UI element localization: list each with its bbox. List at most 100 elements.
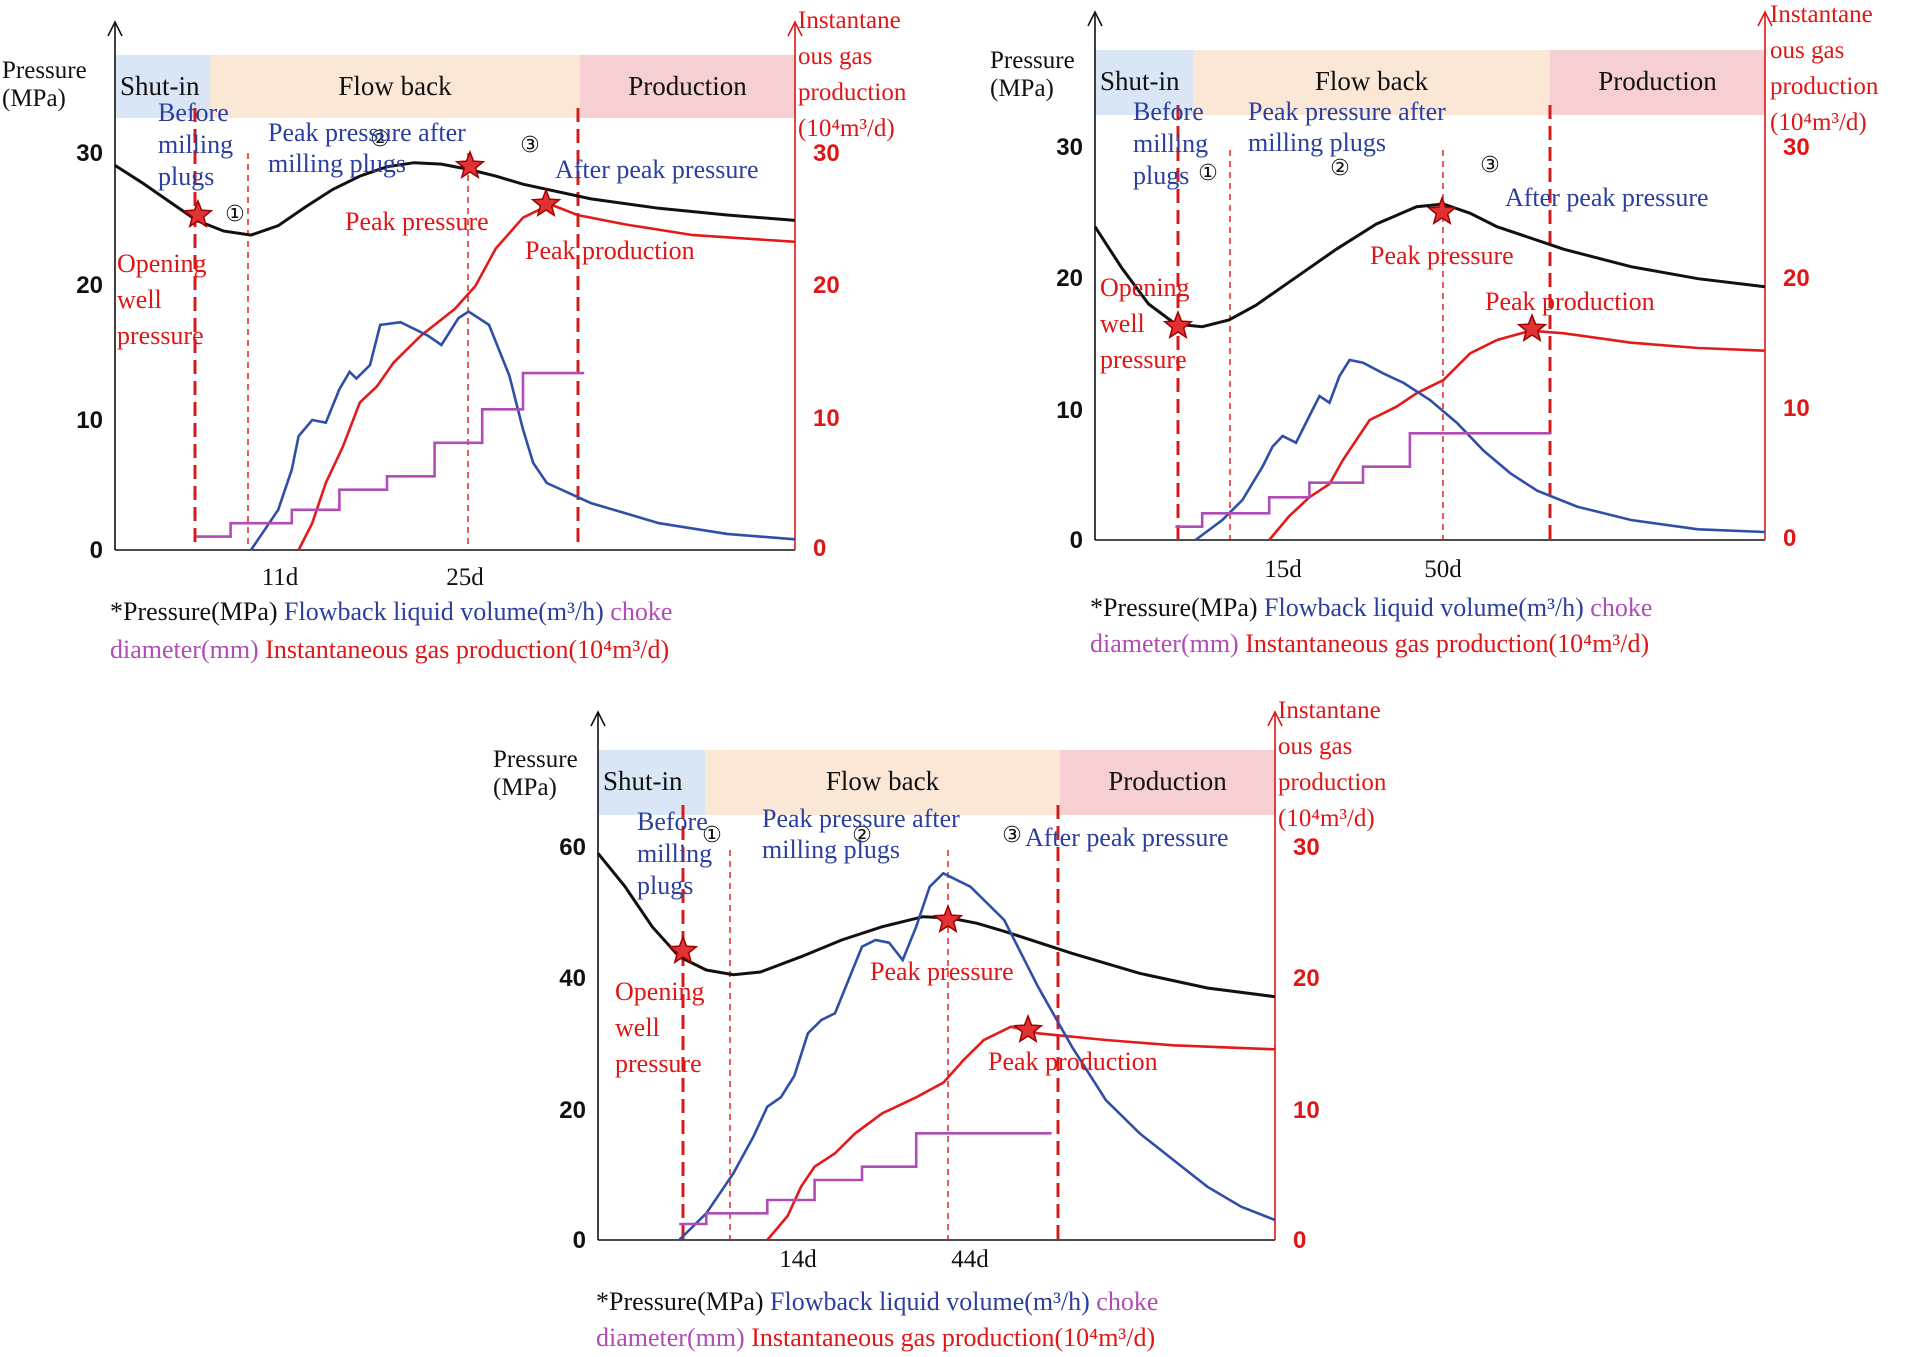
stage-number-0: ① [702, 823, 722, 848]
panel-2: Shut-in Flow back Production 0 10 20 30 0 10 20 30… [990, 1, 1879, 658]
right-tick-2: 20 [1783, 265, 1810, 292]
legend-part-1: Flowback liquid volume(m³/h) [278, 597, 604, 626]
left-axis-title-line-0: Pressure [990, 47, 1075, 74]
phase-label-0: Shut-in [1100, 66, 1180, 96]
right-axis-title-line-1: ous gas [1278, 733, 1352, 760]
legend-part-0: *Pressure(MPa) [596, 1287, 764, 1316]
opening-pressure-label-line-1: well [117, 285, 162, 314]
right-axis-title-line-0: Instantane [1278, 697, 1381, 724]
left-tick-1: 10 [1056, 397, 1083, 424]
stage-label-2-line-0: After peak pressure [555, 155, 759, 184]
stage-label-1-line-1: milling plugs [268, 149, 406, 178]
peak-pressure-star [1426, 195, 1458, 225]
peak-pressure-label-line-0: Peak pressure [1370, 241, 1514, 270]
x-tick-1: 25d [446, 564, 484, 591]
legend-part-0: *Pressure(MPa) [110, 597, 278, 626]
stage-label-1-line-0: Peak pressure after [1248, 97, 1446, 126]
phase-band-1 [1193, 50, 1550, 115]
left-tick-2: 20 [1056, 265, 1083, 292]
legend-part-3: diameter(mm) [596, 1323, 745, 1352]
right-axis-title-line-3: (10⁴m³/d) [798, 115, 895, 142]
stage-label-2-line-0: After peak pressure [1505, 183, 1709, 212]
legend-line-1: *Pressure(MPa) Flowback liquid volume(m³… [1090, 593, 1652, 622]
phase-band-0 [115, 55, 210, 118]
phase-label-1: Flow back [1315, 66, 1429, 96]
right-axis-title-line-2: production [1770, 73, 1879, 100]
legend-line-1: *Pressure(MPa) Flowback liquid volume(m³… [110, 597, 672, 626]
left-axis-title-line-0: Pressure [493, 746, 578, 773]
legend-part-4: Instantaneous gas production(10⁴m³/d) [259, 635, 669, 664]
right-tick-0: 0 [813, 535, 826, 562]
stage-label-0-line-2: plugs [1133, 161, 1189, 190]
opening-star [1162, 309, 1194, 339]
phase-label-1: Flow back [826, 766, 940, 796]
stage-label-1-line-0: Peak pressure after [762, 804, 960, 833]
opening-pressure-label-line-0: Opening [1100, 273, 1190, 302]
right-tick-0: 0 [1293, 1227, 1306, 1254]
right-tick-2: 20 [1293, 965, 1320, 992]
stage-label-1-line-0: Peak pressure after [268, 118, 466, 147]
x-tick-1: 50d [1424, 556, 1462, 583]
right-axis-title-line-2: production [1278, 769, 1387, 796]
peak-production-star [530, 187, 562, 217]
panel-3: Shut-in Flow back Production 0 20 40 60 0 10 20 30… [493, 697, 1387, 1352]
x-tick-0: 15d [1264, 556, 1302, 583]
legend-part-1: Flowback liquid volume(m³/h) [1258, 593, 1584, 622]
series-liquid-line [678, 871, 1276, 1241]
peak-production-label-line-0: Peak production [525, 236, 695, 265]
series-gas-line [1268, 329, 1766, 541]
right-axis-title-line-2: production [798, 79, 907, 106]
x-tick-0: 14d [779, 1246, 817, 1273]
opening-pressure-label-line-1: well [1100, 309, 1145, 338]
phase-band-0 [1095, 50, 1193, 115]
legend-part-2: choke [1090, 1287, 1159, 1316]
legend-line-1: *Pressure(MPa) Flowback liquid volume(m³… [596, 1287, 1158, 1316]
peak-production-label-line-0: Peak production [988, 1047, 1158, 1076]
right-axis-title-line-0: Instantane [798, 7, 901, 34]
series-gas-line [297, 202, 796, 551]
left-tick-1: 20 [559, 1097, 586, 1124]
opening-pressure-label-line-2: pressure [117, 321, 204, 350]
peak-pressure-label-line-0: Peak pressure [345, 207, 489, 236]
phase-band-0 [598, 750, 705, 815]
peak-pressure-star [454, 149, 486, 179]
opening-pressure-label-line-0: Opening [615, 977, 705, 1006]
series-liquid-line [249, 309, 796, 551]
stage-number-1: ② [370, 127, 390, 152]
left-axis-title-line-1: (MPa) [990, 75, 1054, 102]
opening-star [182, 198, 214, 228]
right-axis-title-line-3: (10⁴m³/d) [1278, 805, 1375, 832]
right-axis-arrow [1267, 710, 1283, 727]
stage-number-2: ③ [1480, 153, 1500, 178]
phase-band-2 [1550, 50, 1765, 115]
left-tick-1: 10 [76, 407, 103, 434]
right-axis-title-line-1: ous gas [798, 43, 872, 70]
stage-label-1-line-1: milling plugs [1248, 128, 1386, 157]
opening-pressure-label-line-0: Opening [117, 249, 207, 278]
phase-label-0: Shut-in [120, 71, 200, 101]
opening-pressure-label-line-2: pressure [1100, 345, 1187, 374]
stage-label-1-line-1: milling plugs [762, 835, 900, 864]
x-tick-1: 44d [951, 1246, 989, 1273]
left-tick-2: 20 [76, 272, 103, 299]
stage-label-0-line-1: milling [637, 839, 712, 868]
legend-line-2: diameter(mm) Instantaneous gas productio… [1090, 629, 1649, 658]
stage-number-1: ② [852, 823, 872, 848]
phase-band-1 [705, 750, 1060, 815]
peak-production-star [1012, 1013, 1044, 1043]
stage-label-0-line-2: plugs [158, 162, 214, 191]
x-tick-0: 11d [262, 564, 299, 591]
phase-label-0: Shut-in [603, 766, 683, 796]
right-axis-title-line-0: Instantane [1770, 1, 1873, 28]
left-tick-0: 0 [573, 1227, 586, 1254]
phase-band-2 [580, 55, 795, 118]
stage-number-1: ② [1330, 156, 1350, 181]
left-tick-2: 40 [559, 965, 586, 992]
legend-part-1: Flowback liquid volume(m³/h) [764, 1287, 1090, 1316]
stage-label-0-line-2: plugs [637, 871, 693, 900]
legend-part-3: diameter(mm) [110, 635, 259, 664]
right-axis-title-line-3: (10⁴m³/d) [1770, 109, 1867, 136]
stage-label-0-line-0: Before [158, 98, 229, 127]
right-tick-3: 30 [1783, 134, 1810, 161]
